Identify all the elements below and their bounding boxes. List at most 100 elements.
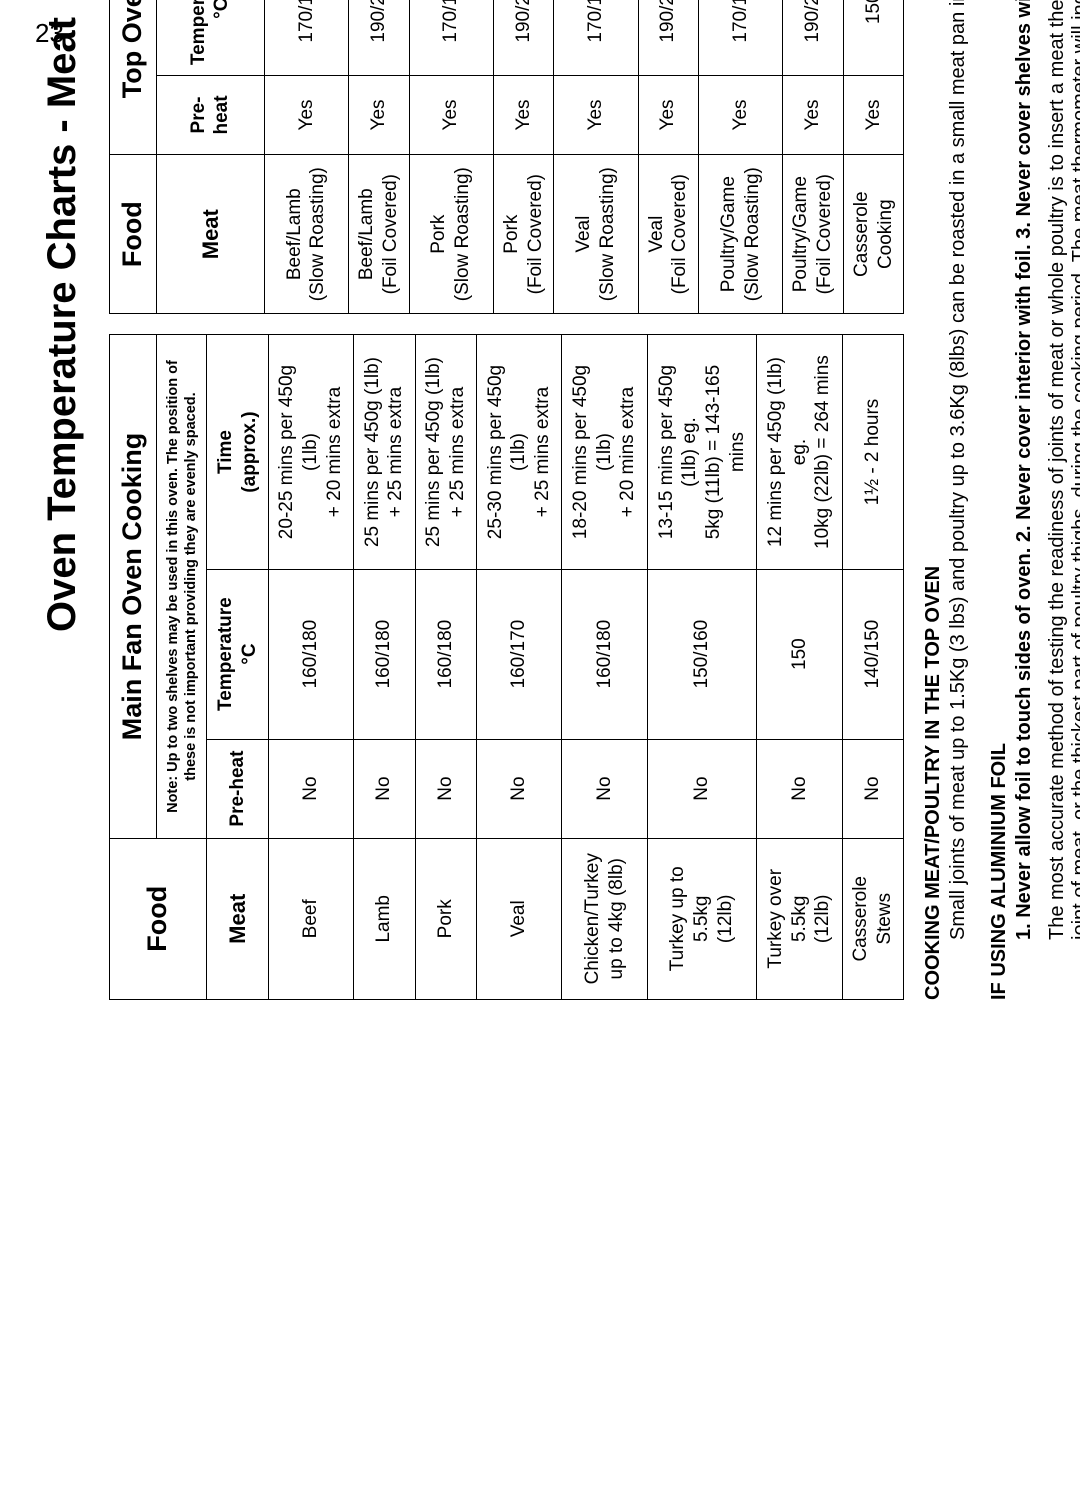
preheat-cell: No [268,739,353,838]
table-row: LambNo160/18025 mins per 450g (1lb)+ 25 … [354,335,415,1000]
temp-cell: 170/180 [409,0,493,76]
left-temp-label: Temperature °C [207,569,268,739]
preheat-cell: Yes [554,76,638,155]
time-cell: 25-30 mins per 450g (1lb)+ 25 mins extra [476,335,561,569]
temp-cell: 170/180 [264,0,348,76]
food-cell: Pork(Slow Roasting) [409,154,493,314]
preheat-cell: No [647,739,757,838]
time-cell: 18-20 mins per 450g (1lb)+ 20 mins extra [562,335,647,569]
preheat-cell: Yes [493,76,554,155]
temp-cell: 160/180 [415,569,476,739]
left-group-header: Main Fan Oven Cooking [110,335,157,838]
left-meat-label: Meat [207,838,268,999]
right-food-header: Food [110,154,157,314]
section2-line1: 1. Never allow foil to touch sides of ov… [1013,0,1036,1000]
main-fan-oven-table: Food Main Fan Oven Cooking Note: Up to t… [109,335,904,1001]
table-row: Casserole StewsNo140/1501½ - 2 hours [842,335,903,1000]
preheat-cell: No [476,739,561,838]
temp-cell: 150 [757,569,842,739]
food-cell: Casserole Stews [842,838,903,999]
food-cell: Veal(Foil Covered) [638,154,699,314]
preheat-cell: No [354,739,415,838]
temp-cell: 190/200 [783,0,844,76]
right-preheat-label: Pre-heat [156,76,264,155]
food-cell: Poultry/Game(Slow Roasting) [699,154,783,314]
time-cell: 25 mins per 450g (1lb)+ 25 mins extra [354,335,415,569]
section1-body: Small joints of meat up to 1.5Kg (3 lbs)… [947,0,970,1000]
page-rotated-container: Oven Temperature Charts - Meat Food Main… [0,0,1080,1080]
preheat-cell: Yes [783,76,844,155]
table-row: Pork(Slow Roasting)Yes170/18040 mins per… [409,0,493,314]
right-meat-label: Meat [156,154,264,314]
section2-body: The most accurate method of testing the … [1046,0,1080,1000]
temp-cell: 140/150 [842,569,903,739]
preheat-cell: No [415,739,476,838]
table-row: Beef/Lamb(Slow Roasting)Yes170/18035 min… [264,0,348,314]
time-cell: 1½ - 2 hours [842,335,903,569]
preheat-cell: No [562,739,647,838]
table-row: Pork(Foil Covered)Yes190/20040 mins per … [493,0,554,314]
right-temp-l1: Temperature [188,0,209,65]
left-rows: BeefNo160/18020-25 mins per 450g (1lb)+ … [268,335,904,1000]
temp-cell: 190/200 [349,0,410,76]
table-row: Poultry/Game(Slow Roasting)Yes170/18025-… [699,0,783,314]
top-oven-convection-table: Food Top Oven Convection Cooking Meat Pr… [109,0,904,315]
page-title: Oven Temperature Charts - Meat [40,0,85,1000]
food-cell: Lamb [354,838,415,999]
food-cell: Beef [268,838,353,999]
preheat-cell: Yes [843,76,904,155]
left-time-l2: (approx.) [239,411,260,492]
food-cell: Pork [415,838,476,999]
left-temp-l1: Temperature [215,597,236,711]
left-temp-l2: °C [239,643,260,664]
food-cell: Pork(Foil Covered) [493,154,554,314]
temp-cell: 150 [843,0,904,76]
table-row: Beef/Lamb(Foil Covered)Yes190/20035 mins… [349,0,410,314]
time-cell: 12 mins per 450g (1lb) eg.10kg (22lb) = … [757,335,842,569]
table-row: Veal(Slow Roasting)Yes170/18040-45 mins … [554,0,638,314]
table-row: BeefNo160/18020-25 mins per 450g (1lb)+ … [268,335,353,1000]
left-preheat-label: Pre-heat [207,739,268,838]
temp-cell: 160/170 [476,569,561,739]
temp-cell: 190/200 [638,0,699,76]
food-cell: Beef/Lamb(Slow Roasting) [264,154,348,314]
preheat-cell: Yes [409,76,493,155]
table-row: Casserole CookingYes1502 -2½ hours [843,0,904,314]
food-cell: Veal [476,838,561,999]
table-row: Veal(Foil Covered)Yes190/20040-45 mins p… [638,0,699,314]
content-area: Oven Temperature Charts - Meat Food Main… [0,0,1080,1080]
food-cell: Casserole Cooking [843,154,904,314]
food-cell: Turkey over 5.5kg(12lb) [757,838,842,999]
preheat-cell: Yes [349,76,410,155]
section1-header: COOKING MEAT/POULTRY IN THE TOP OVEN [922,0,945,1000]
table-row: VealNo160/17025-30 mins per 450g (1lb)+ … [476,335,561,1000]
preheat-cell: Yes [638,76,699,155]
table-row: Turkey up to 5.5kg(12lb)No150/16013-15 m… [647,335,757,1000]
food-cell: Chicken/Turkeyup to 4kg (8lb) [562,838,647,999]
table-row: PorkNo160/18025 mins per 450g (1lb)+ 25 … [415,335,476,1000]
temp-cell: 150/160 [647,569,757,739]
right-temp-label: Temperature °C [156,0,264,76]
right-temp-l2: °C [211,0,232,19]
preheat-cell: Yes [264,76,348,155]
preheat-cell: Yes [699,76,783,155]
temp-cell: 160/180 [562,569,647,739]
food-cell: Veal(Slow Roasting) [554,154,638,314]
preheat-cell: No [842,739,903,838]
temp-cell: 190/200 [493,0,554,76]
temp-cell: 160/180 [354,569,415,739]
left-time-label: Time (approx.) [207,335,268,569]
tables-row: Food Main Fan Oven Cooking Note: Up to t… [109,0,904,1000]
time-cell: 20-25 mins per 450g (1lb)+ 20 mins extra [268,335,353,569]
preheat-cell: No [757,739,842,838]
table-row: Chicken/Turkeyup to 4kg (8lb)No160/18018… [562,335,647,1000]
food-cell: Turkey up to 5.5kg(12lb) [647,838,757,999]
left-food-header: Food [110,838,207,999]
time-cell: 25 mins per 450g (1lb)+ 25 mins extra [415,335,476,569]
temp-cell: 160/180 [268,569,353,739]
food-cell: Beef/Lamb(Foil Covered) [349,154,410,314]
temp-cell: 170/180 [699,0,783,76]
right-rows: Beef/Lamb(Slow Roasting)Yes170/18035 min… [264,0,904,314]
time-cell: 13-15 mins per 450g (1lb) eg.5kg (11lb) … [647,335,757,569]
right-group-header: Top Oven Convection Cooking [110,0,157,154]
